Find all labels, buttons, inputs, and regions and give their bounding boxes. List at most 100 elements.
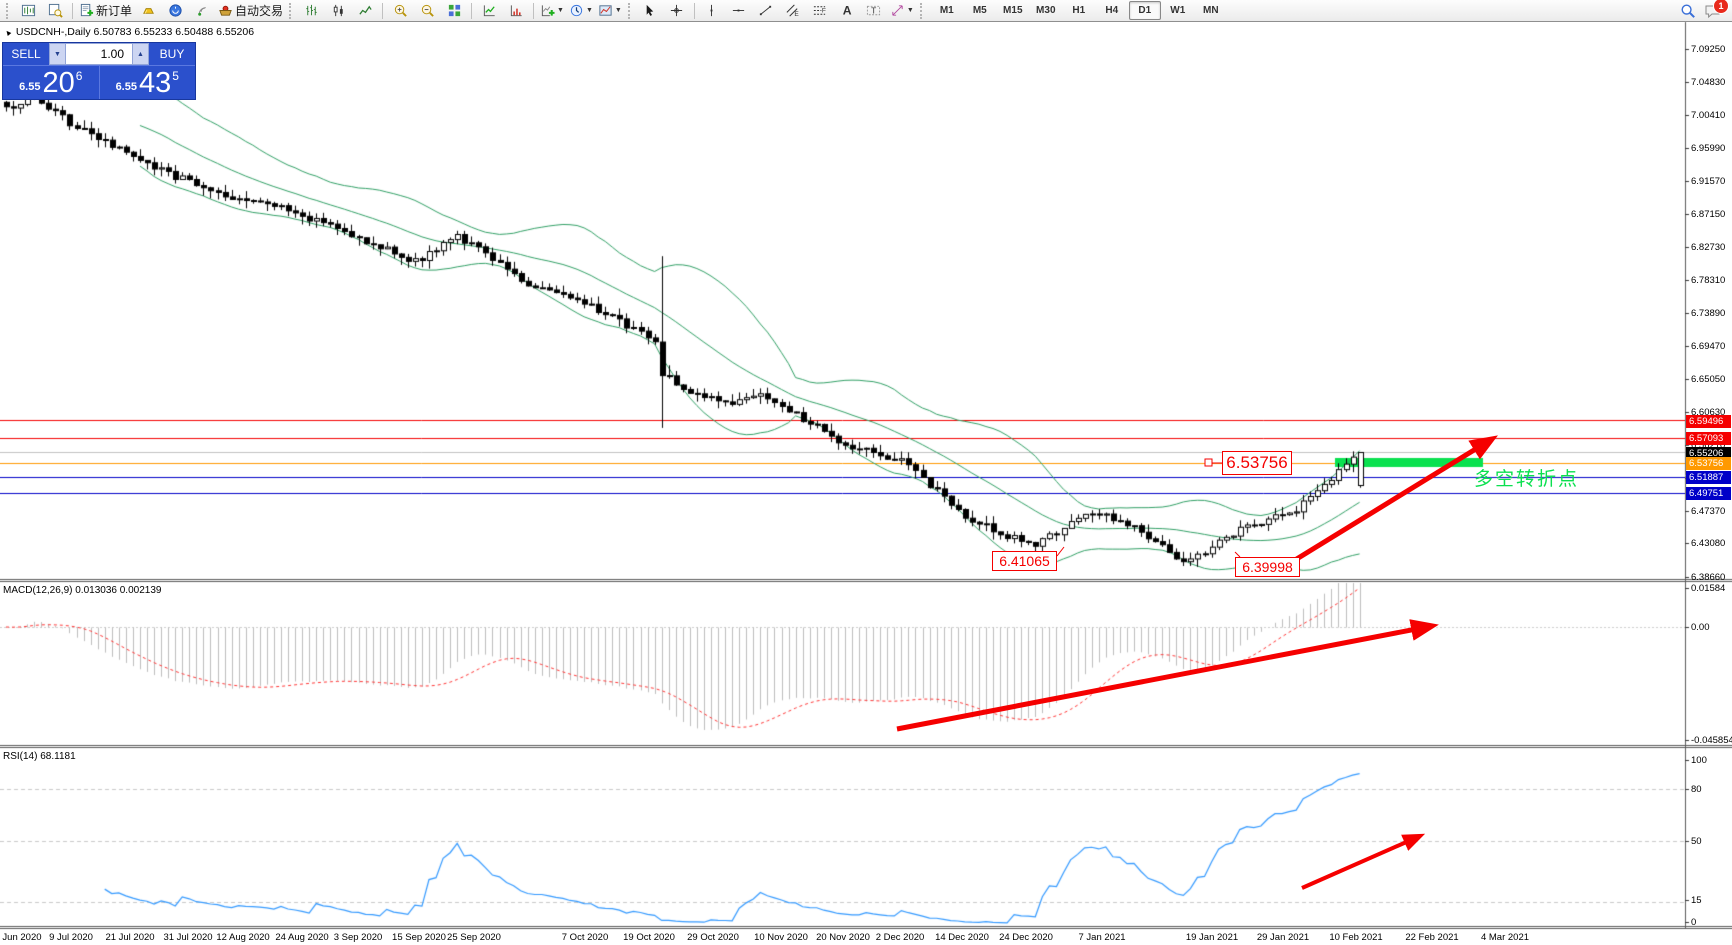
fibonacci-button[interactable]: F bbox=[807, 1, 833, 21]
date-axis-label: 4 Mar 2021 bbox=[1480, 932, 1530, 943]
timeframe-m5[interactable]: M5 bbox=[972, 5, 987, 16]
zoom-in-button[interactable] bbox=[387, 1, 413, 21]
date-axis-label: 25 Sep 2020 bbox=[447, 932, 501, 943]
period-icon bbox=[569, 3, 584, 18]
gold-icon bbox=[141, 3, 156, 18]
price-axis-tick: 6.78310 bbox=[1691, 275, 1726, 286]
price-axis-tick: 7.04830 bbox=[1691, 77, 1726, 88]
toolbar-separator bbox=[693, 2, 695, 19]
trendline-button[interactable] bbox=[753, 1, 779, 21]
channel-button[interactable]: E bbox=[780, 1, 806, 21]
timeframe-m1[interactable]: M1 bbox=[939, 5, 954, 16]
price-axis-tick: 7.09250 bbox=[1691, 44, 1726, 55]
bars-button[interactable] bbox=[298, 1, 324, 21]
date-axis-label: 10 Nov 2020 bbox=[754, 932, 808, 943]
price-level-box: 6.59496 bbox=[1686, 414, 1731, 428]
date-axis-label: 9 Jul 2020 bbox=[49, 932, 93, 943]
candles-button[interactable] bbox=[325, 1, 351, 21]
date-axis-label: 31 Jul 2020 bbox=[163, 932, 213, 943]
vline-button[interactable] bbox=[699, 1, 725, 21]
label-button[interactable]: T bbox=[861, 1, 887, 21]
indicator-up-button[interactable] bbox=[476, 1, 502, 21]
caret-down-icon: ▼ bbox=[614, 7, 622, 14]
crosshair-button[interactable] bbox=[664, 1, 690, 21]
macd-axis-tick: -0.045854 bbox=[1691, 735, 1732, 746]
line-chart-button[interactable] bbox=[352, 1, 378, 21]
rsi-label: RSI(14) 68.1181 bbox=[3, 751, 76, 762]
caret-down-icon: ▼ bbox=[557, 7, 564, 14]
buy-button[interactable]: BUY bbox=[159, 47, 185, 61]
date-axis-label: 10 Feb 2021 bbox=[1329, 932, 1383, 943]
date-axis-label: 12 Aug 2020 bbox=[216, 932, 270, 943]
timeframe-h1[interactable]: H1 bbox=[1072, 5, 1086, 16]
label-icon: T bbox=[866, 3, 881, 18]
timeframe-h4[interactable]: H4 bbox=[1105, 5, 1119, 16]
search-icon[interactable] bbox=[1680, 3, 1696, 19]
macd-axis-tick: 0.01584 bbox=[1691, 583, 1726, 594]
timeframe-m15[interactable]: M15 bbox=[1003, 5, 1023, 16]
chart-window-button[interactable] bbox=[15, 1, 41, 21]
turning-point-annotation: 多空转折点 bbox=[1474, 469, 1580, 490]
crosshair-icon bbox=[669, 3, 684, 18]
volume-increase-button[interactable]: ▲ bbox=[132, 43, 149, 65]
add-indicator-button[interactable]: ▼ bbox=[538, 1, 566, 21]
date-axis-label: 14 Dec 2020 bbox=[935, 932, 989, 943]
volume-decrease-button[interactable]: ▼ bbox=[49, 43, 66, 65]
shapes-button[interactable]: ▼ bbox=[888, 1, 916, 21]
price-level-box: 6.49751 bbox=[1686, 486, 1731, 500]
gold-button[interactable] bbox=[135, 1, 161, 21]
indicator-stop-button[interactable] bbox=[503, 1, 529, 21]
chart-title: ▲ USDCNH-,Daily 6.50783 6.55233 6.50488 … bbox=[2, 26, 255, 38]
price-axis-tick: 6.65050 bbox=[1691, 374, 1726, 385]
line-chart-icon bbox=[358, 3, 373, 18]
signal-button[interactable] bbox=[189, 1, 215, 21]
sell-price-small: 6.55 bbox=[19, 81, 41, 93]
price-level-box: 6.57093 bbox=[1686, 431, 1731, 445]
profile-button[interactable] bbox=[42, 1, 68, 21]
community-button[interactable] bbox=[162, 1, 188, 21]
toolbar-right: 1 bbox=[1680, 0, 1729, 19]
timeframe-group: M1 M5 M15 M30 H1 H4 D1 W1 MN bbox=[931, 1, 1227, 20]
template-button[interactable]: ▼ bbox=[596, 1, 624, 21]
date-axis-label: 24 Aug 2020 bbox=[275, 932, 329, 943]
text-button[interactable]: A bbox=[834, 1, 860, 21]
chat-button[interactable]: 1 bbox=[1704, 0, 1729, 19]
tile-windows-button[interactable] bbox=[441, 1, 467, 21]
date-axis-label: 7 Jan 2021 bbox=[1078, 932, 1126, 943]
sell-price-button[interactable]: 6.55 20 6 bbox=[3, 66, 99, 99]
rsi-axis-tick: 50 bbox=[1691, 836, 1702, 847]
price-axis-tick: 6.60630 bbox=[1691, 407, 1726, 418]
rsi-axis-tick: 15 bbox=[1691, 895, 1702, 906]
autotrade-button[interactable]: 自动交易 bbox=[216, 1, 285, 21]
timeframe-m30[interactable]: M30 bbox=[1036, 5, 1056, 16]
toolbar-grip bbox=[6, 2, 11, 19]
price-axis-tick: 6.95990 bbox=[1691, 143, 1726, 154]
chart-title-text: USDCNH-,Daily 6.50783 6.55233 6.50488 6.… bbox=[15, 26, 255, 38]
period-button[interactable]: ▼ bbox=[567, 1, 595, 21]
buy-price-button[interactable]: 6.55 43 5 bbox=[98, 66, 196, 99]
timeframe-w1[interactable]: W1 bbox=[1170, 5, 1186, 16]
toolbar-grip bbox=[919, 2, 925, 19]
sell-button[interactable]: SELL bbox=[11, 47, 41, 61]
toolbar-separator bbox=[72, 2, 73, 19]
community-icon bbox=[168, 3, 183, 18]
price-axis-tick: 6.43080 bbox=[1691, 538, 1726, 549]
toolbar-separator bbox=[471, 2, 473, 19]
hline-button[interactable] bbox=[726, 1, 752, 21]
date-axis-label: 19 Oct 2020 bbox=[623, 932, 675, 943]
buy-price-small: 6.55 bbox=[115, 81, 137, 93]
new-order-button[interactable]: 新订单 bbox=[77, 1, 134, 21]
timeframe-d1[interactable]: D1 bbox=[1128, 1, 1161, 20]
bars-icon bbox=[304, 3, 319, 18]
timeframe-mn[interactable]: MN bbox=[1203, 5, 1219, 16]
toolbar-grip bbox=[627, 2, 633, 19]
macd-label: MACD(12,26,9) 0.013036 0.002139 bbox=[3, 585, 162, 596]
zoom-out-button[interactable] bbox=[414, 1, 440, 21]
buy-price-sup: 5 bbox=[172, 69, 179, 83]
volume-input[interactable]: 1.00 bbox=[66, 43, 132, 65]
date-axis-label: 2 Dec 2020 bbox=[875, 932, 925, 943]
price-axis-tick: 6.87150 bbox=[1691, 209, 1726, 220]
cursor-button[interactable] bbox=[637, 1, 663, 21]
